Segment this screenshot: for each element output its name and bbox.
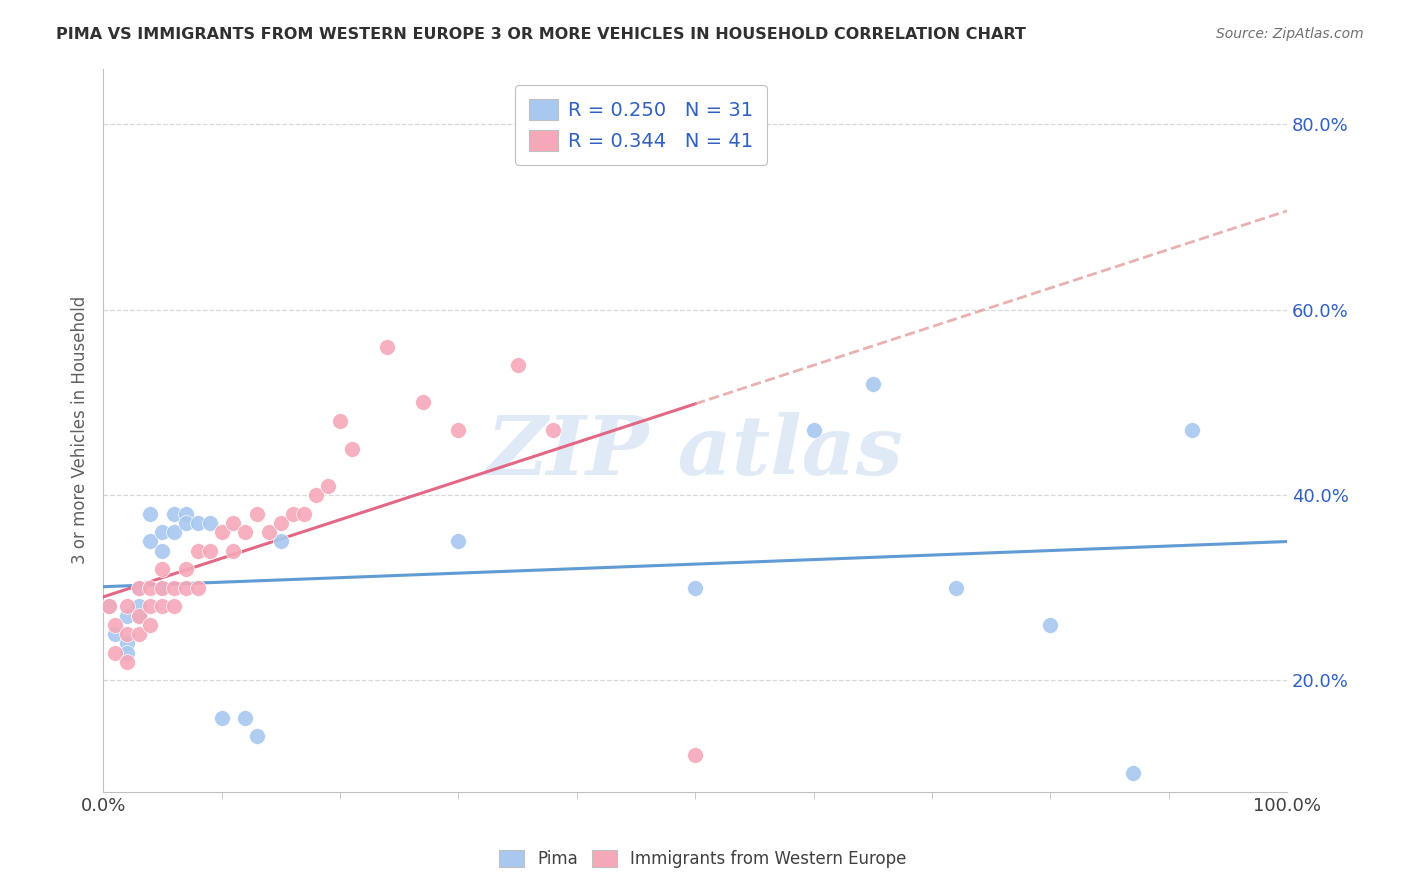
Point: [246, 507, 269, 521]
Point: [98, 599, 121, 614]
Point: [211, 525, 233, 540]
Point: [128, 608, 150, 623]
Point: [1122, 766, 1144, 780]
Legend: R = 0.250   N = 31, R = 0.344   N = 41: R = 0.250 N = 31, R = 0.344 N = 41: [516, 86, 766, 165]
Point: [115, 627, 138, 641]
Point: [115, 655, 138, 669]
Point: [174, 507, 197, 521]
Point: [316, 479, 339, 493]
Point: [862, 376, 884, 391]
Point: [233, 710, 256, 724]
Point: [281, 507, 304, 521]
Point: [104, 646, 127, 660]
Point: [945, 581, 967, 595]
Point: [104, 617, 127, 632]
Point: [329, 414, 352, 428]
Point: [683, 581, 706, 595]
Point: [115, 636, 138, 650]
Point: [187, 581, 209, 595]
Point: [163, 581, 186, 595]
Point: [139, 507, 162, 521]
Point: [128, 599, 150, 614]
Point: [187, 516, 209, 530]
Point: [163, 507, 186, 521]
Point: [375, 340, 398, 354]
Point: [412, 395, 434, 409]
Point: [198, 543, 221, 558]
Point: [163, 525, 186, 540]
Point: [447, 423, 470, 437]
Point: [222, 543, 245, 558]
Point: [187, 543, 209, 558]
Point: [270, 534, 292, 549]
Point: [139, 617, 162, 632]
Point: [115, 608, 138, 623]
Point: [246, 729, 269, 743]
Point: [139, 599, 162, 614]
Text: ZIP atlas: ZIP atlas: [486, 412, 904, 491]
Point: [1181, 423, 1204, 437]
Text: Source: ZipAtlas.com: Source: ZipAtlas.com: [1216, 27, 1364, 41]
Point: [150, 562, 173, 576]
Y-axis label: 3 or more Vehicles in Household: 3 or more Vehicles in Household: [72, 296, 89, 565]
Point: [128, 627, 150, 641]
Text: PIMA VS IMMIGRANTS FROM WESTERN EUROPE 3 OR MORE VEHICLES IN HOUSEHOLD CORRELATI: PIMA VS IMMIGRANTS FROM WESTERN EUROPE 3…: [56, 27, 1026, 42]
Point: [139, 581, 162, 595]
Point: [150, 599, 173, 614]
Point: [115, 599, 138, 614]
Point: [233, 525, 256, 540]
Point: [174, 516, 197, 530]
Point: [340, 442, 363, 456]
Point: [163, 599, 186, 614]
Point: [150, 581, 173, 595]
Point: [211, 710, 233, 724]
Point: [128, 608, 150, 623]
Point: [803, 423, 825, 437]
Point: [294, 507, 316, 521]
Point: [174, 562, 197, 576]
Point: [222, 516, 245, 530]
Point: [257, 525, 280, 540]
Point: [1039, 617, 1062, 632]
Point: [270, 516, 292, 530]
Point: [150, 581, 173, 595]
Point: [174, 581, 197, 595]
Point: [139, 534, 162, 549]
Point: [305, 488, 328, 502]
Point: [128, 581, 150, 595]
Point: [104, 627, 127, 641]
Point: [115, 646, 138, 660]
Point: [98, 599, 121, 614]
Point: [128, 581, 150, 595]
Point: [683, 747, 706, 762]
Point: [150, 543, 173, 558]
Point: [541, 423, 564, 437]
Point: [506, 358, 529, 372]
Point: [198, 516, 221, 530]
Point: [150, 525, 173, 540]
Legend: Pima, Immigrants from Western Europe: Pima, Immigrants from Western Europe: [492, 843, 914, 875]
Point: [447, 534, 470, 549]
